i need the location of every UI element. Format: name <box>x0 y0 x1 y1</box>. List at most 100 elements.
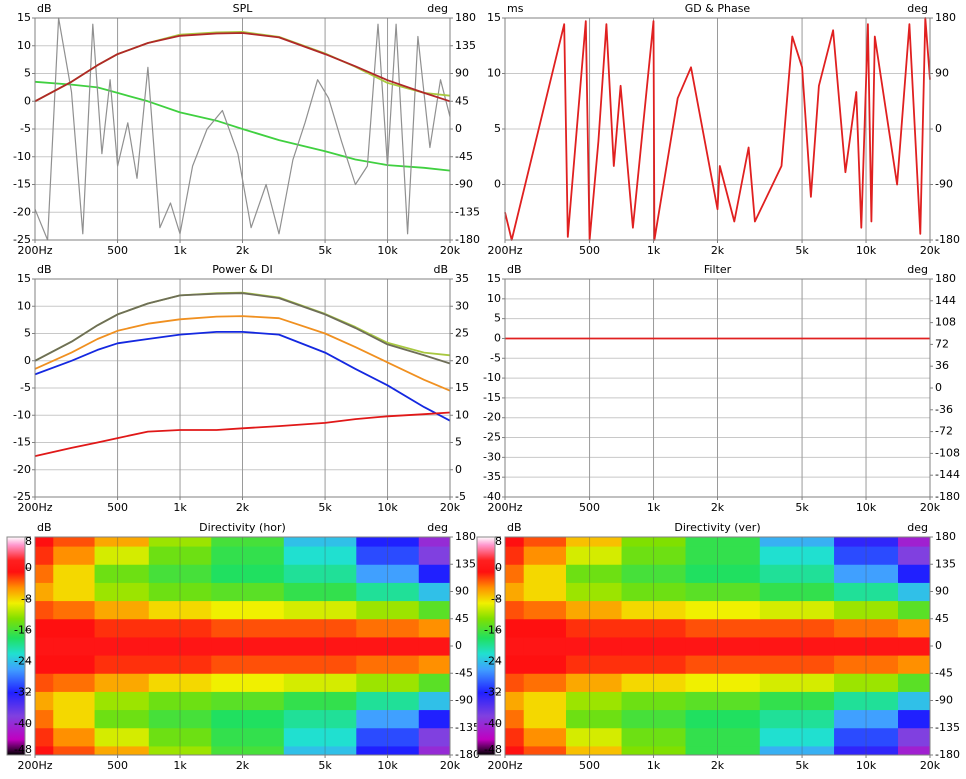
colorbar-tick-label: 0 <box>495 561 502 574</box>
heatmap-cell <box>565 546 623 565</box>
heatmap-cell <box>505 546 525 565</box>
heatmap-cell <box>685 709 761 729</box>
heatmap-cell <box>621 636 687 656</box>
heatmap-cell <box>283 745 357 756</box>
heatmap-cell <box>565 727 623 747</box>
x-tick-label: 1k <box>173 759 187 772</box>
heatmap-cell <box>505 673 525 692</box>
heatmap-cell <box>759 727 835 747</box>
y2-tick-label: -135 <box>455 721 480 734</box>
heatmap-cell <box>565 564 623 583</box>
heatmap-cell <box>685 727 761 747</box>
heatmap-cell <box>523 564 567 583</box>
y2-tick-label: -108 <box>935 446 960 459</box>
heatmap-cell <box>94 600 150 620</box>
y-tick-label: -5 <box>20 381 31 394</box>
heatmap-cell <box>418 564 451 583</box>
y2-tick-label: -90 <box>935 178 953 191</box>
heatmap-cell <box>418 618 451 638</box>
heatmap-cell <box>834 600 899 620</box>
heatmap-cell <box>35 691 54 711</box>
heatmap-cell <box>523 546 567 565</box>
heatmap-cell <box>523 600 567 620</box>
heatmap-cell <box>621 600 687 620</box>
heatmap-cell <box>505 537 525 547</box>
heatmap-cell <box>148 546 212 565</box>
x-tick-label: 200Hz <box>487 244 522 257</box>
heatmap-cell <box>418 636 451 656</box>
heatmap-cell <box>898 745 931 756</box>
chart-title: Directivity (hor) <box>199 521 286 534</box>
heatmap-cell <box>35 582 54 602</box>
y-tick-label: -20 <box>13 205 31 218</box>
x-tick-label: 1k <box>647 501 661 514</box>
x-tick-label: 200Hz <box>17 244 52 257</box>
y2-tick-label: 20 <box>455 354 469 367</box>
y2-tick-label: 144 <box>935 294 956 307</box>
heatmap-cell <box>283 600 357 620</box>
y2-tick-label: -144 <box>935 468 960 481</box>
heatmap-cell <box>523 636 567 656</box>
heatmap-cell <box>418 727 451 747</box>
heatmap-cell <box>565 745 623 756</box>
heatmap-cell <box>148 745 212 756</box>
y-tick-label: 5 <box>24 327 31 340</box>
series-line <box>34 331 451 422</box>
heatmap-cell <box>35 564 54 583</box>
heatmap-cell <box>565 709 623 729</box>
heatmap-cell <box>898 564 931 583</box>
colorbar-tick-label: 0 <box>25 561 32 574</box>
heatmap-cell <box>523 727 567 747</box>
heatmap-cell <box>211 636 285 656</box>
colorbar-tick-label: -8 <box>21 592 32 605</box>
heatmap-cell <box>523 618 567 638</box>
heatmap-cell <box>898 655 931 674</box>
x-tick-label: 2k <box>711 759 725 772</box>
heatmap-cell <box>565 636 623 656</box>
y2-tick-label: 5 <box>455 436 462 449</box>
y2-tick-label: 135 <box>935 557 956 570</box>
heatmap-cell <box>759 709 835 729</box>
y-tick-label: 5 <box>494 312 501 325</box>
heatmap-cell <box>418 709 451 729</box>
heatmap-cell <box>505 636 525 656</box>
y-axis-label: ms <box>507 2 524 15</box>
x-tick-label: 20k <box>920 501 941 514</box>
heatmap-cell <box>283 546 357 565</box>
heatmap-cell <box>94 691 150 711</box>
heatmap-cell <box>283 655 357 674</box>
heatmap-cell <box>621 673 687 692</box>
y2-tick-label: -135 <box>935 721 960 734</box>
heatmap-cell <box>148 673 212 692</box>
heatmap-cell <box>898 546 931 565</box>
y2-tick-label: 30 <box>455 299 469 312</box>
y-tick-label: -15 <box>483 391 501 404</box>
series-line <box>34 411 451 457</box>
x-tick-label: 20k <box>440 244 461 257</box>
y-tick-label: -15 <box>13 178 31 191</box>
chart-title: Directivity (ver) <box>674 521 760 534</box>
y2-tick-label: 108 <box>935 316 956 329</box>
heatmap-cell <box>35 618 54 638</box>
x-tick-label: 2k <box>711 244 725 257</box>
heatmap-cell <box>523 582 567 602</box>
colorbar-tick-label: 8 <box>25 535 32 548</box>
heatmap-cell <box>523 691 567 711</box>
y2-tick-label: -45 <box>455 150 473 163</box>
heatmap-cell <box>35 727 54 747</box>
x-tick-label: 500 <box>107 244 128 257</box>
y2-tick-label: 25 <box>455 327 469 340</box>
heatmap-cell <box>356 546 420 565</box>
y2-axis-label: deg <box>427 2 448 15</box>
y-tick-label: 0 <box>494 178 501 191</box>
heatmap-cell <box>211 546 285 565</box>
heatmap-cell <box>94 673 150 692</box>
heatmap-cell <box>759 564 835 583</box>
y2-tick-label: -180 <box>455 233 480 246</box>
heatmap-cell <box>418 537 451 547</box>
heatmap-cell <box>834 636 899 656</box>
y-tick-label: -10 <box>483 371 501 384</box>
heatmap-cell <box>565 655 623 674</box>
heatmap-cell <box>898 709 931 729</box>
heatmap-cell <box>621 537 687 547</box>
